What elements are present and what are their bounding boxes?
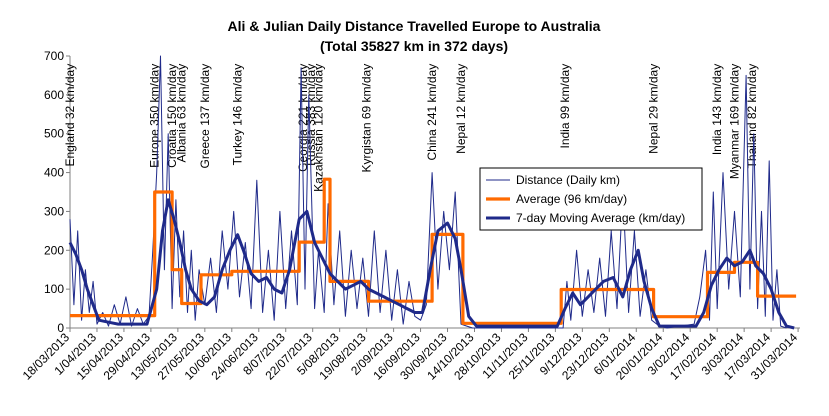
country-annotation: Kazakhstan 120 km/day: [311, 64, 325, 192]
country-annotation: Turkey 146 km/day: [231, 64, 245, 166]
chart-subtitle: (Total 35827 km in 372 days): [320, 38, 508, 54]
country-annotation: Russia 383 km/day: [304, 64, 318, 166]
country-annotation: Nepal 29 km/day: [647, 64, 661, 154]
y-tick-label: 500: [44, 127, 64, 141]
y-tick-label: 400: [44, 166, 64, 180]
country-annotation: India 99 km/day: [558, 64, 572, 149]
y-tick-label: 600: [44, 88, 64, 102]
country-annotation: Nepal 12 km/day: [454, 64, 468, 154]
y-tick-label: 200: [44, 243, 64, 257]
country-annotation: Kyrgistan 69 km/day: [360, 64, 374, 173]
country-annotation: China 241 km/day: [425, 64, 439, 161]
country-annotation: Thailand 82 km/day: [745, 64, 759, 169]
country-annotation: Myanmar 169 km/day: [728, 64, 742, 179]
legend-box: [479, 167, 703, 231]
y-tick-label: 700: [44, 49, 64, 63]
legend-entry: 7-day Moving Average (km/day): [516, 211, 685, 225]
legend-entry: Distance (Daily km): [516, 173, 620, 187]
chart-title: Ali & Julian Daily Distance Travelled Eu…: [228, 18, 601, 34]
series-lines: [68, 55, 797, 330]
series-line-1: [69, 55, 787, 329]
country-annotation: England 32 km/day: [63, 64, 77, 167]
country-annotation: Greece 137 km/day: [198, 64, 212, 169]
legend-entry: Average (96 km/day): [516, 192, 627, 206]
legend: Distance (Daily km) Average (96 km/day) 7-…: [479, 167, 703, 231]
country-annotation: Europe 350 km/day: [148, 64, 162, 168]
country-annotation: Albania 63 km/day: [175, 64, 189, 163]
country-annotation: India 143 km/day: [710, 64, 724, 155]
y-tick-label: 0: [57, 321, 64, 335]
y-tick-label: 100: [44, 282, 64, 296]
y-tick-label: 300: [44, 204, 64, 218]
series-line-3: [68, 198, 795, 330]
